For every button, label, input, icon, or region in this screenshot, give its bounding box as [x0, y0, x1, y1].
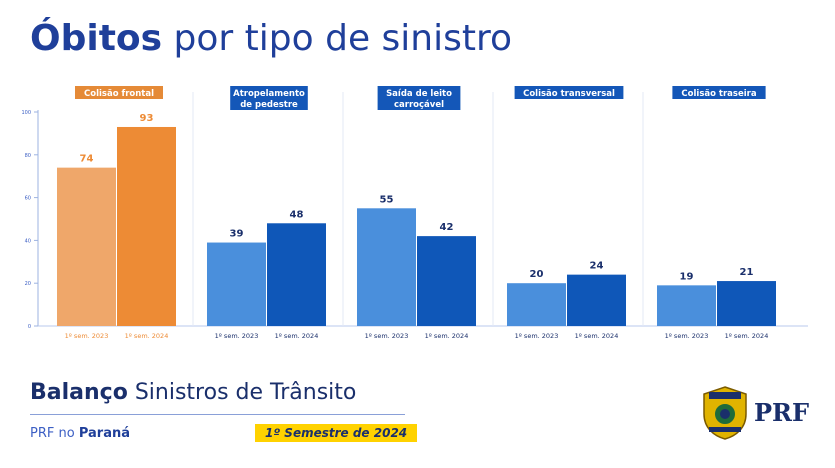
bar	[417, 236, 476, 326]
bar-value-label: 48	[290, 209, 304, 220]
bar-value-label: 42	[440, 222, 454, 233]
footer-subtitle: PRF no Paraná	[30, 426, 130, 441]
prf-brand: PRF	[754, 398, 810, 427]
y-tick-label: 60	[25, 196, 31, 202]
bar-value-label: 20	[530, 269, 544, 280]
prf-shield-icon	[703, 386, 747, 440]
bar-chart: 0 20 40 60 80 100 Colisão frontal 74 1º sem. 202…	[21, 86, 808, 340]
x-category-label: 1º sem. 2024	[425, 332, 469, 340]
semester-badge: 1º Semestre de 2024	[255, 424, 418, 442]
bar	[117, 126, 176, 326]
group-label-box	[672, 86, 766, 99]
x-category-label: 1º sem. 2023	[215, 332, 259, 340]
x-category-label: 1º sem. 2023	[665, 332, 709, 340]
footer-title-bold: Balanço	[30, 380, 128, 405]
group-label-box	[514, 86, 624, 99]
y-tick-label: 0	[28, 324, 31, 330]
bar	[507, 283, 566, 326]
bar-value-label: 55	[380, 194, 394, 205]
group-label: Saída de leito	[386, 89, 452, 99]
y-tick-label: 40	[25, 238, 31, 244]
group-label-box	[75, 86, 163, 99]
footer-title-rest: Sinistros de Trânsito	[134, 380, 357, 405]
footer-divider	[30, 414, 405, 415]
bar-value-label: 19	[680, 271, 694, 282]
group-label-box	[377, 86, 461, 110]
x-category-label: 1º sem. 2023	[515, 332, 559, 340]
footer-title: Balanço Sinistros de Trânsito	[30, 380, 356, 405]
title-bold: Óbitos	[30, 18, 163, 59]
y-tick-label: 100	[21, 110, 31, 116]
x-category-label: 1º sem. 2024	[125, 332, 169, 340]
bar	[357, 208, 416, 326]
group-label: Colisão traseira	[681, 89, 756, 99]
group-label: Colisão frontal	[84, 89, 154, 99]
y-tick-label: 80	[25, 153, 31, 159]
group-label: carroçável	[394, 100, 444, 110]
x-category-label: 1º sem. 2023	[365, 332, 409, 340]
x-category-label: 1º sem. 2023	[65, 332, 109, 340]
bar-value-label: 24	[590, 261, 604, 272]
bar-value-label: 93	[140, 113, 154, 124]
group-label: Colisão transversal	[523, 89, 615, 99]
x-category-label: 1º sem. 2024	[275, 332, 319, 340]
bar	[717, 281, 776, 326]
x-category-label: 1º sem. 2024	[575, 332, 619, 340]
group-label: de pedestre	[240, 100, 298, 110]
y-tick-label: 20	[25, 281, 31, 287]
bar-value-label: 74	[80, 154, 94, 165]
footer-subtitle-prefix: PRF no	[30, 426, 75, 441]
bar-value-label: 21	[740, 267, 754, 278]
bar	[57, 167, 116, 326]
x-category-label: 1º sem. 2024	[725, 332, 769, 340]
bar	[207, 242, 266, 326]
footer-subtitle-bold: Paraná	[78, 426, 130, 441]
group-label: Atropelamento	[233, 89, 305, 99]
page-title: Óbitos por tipo de sinistro	[30, 18, 512, 59]
bar	[657, 285, 716, 326]
group-label-box	[230, 86, 308, 110]
title-rest: por tipo de sinistro	[173, 18, 513, 59]
bar	[267, 223, 326, 326]
bar-value-label: 39	[230, 229, 244, 240]
bar	[567, 274, 626, 326]
